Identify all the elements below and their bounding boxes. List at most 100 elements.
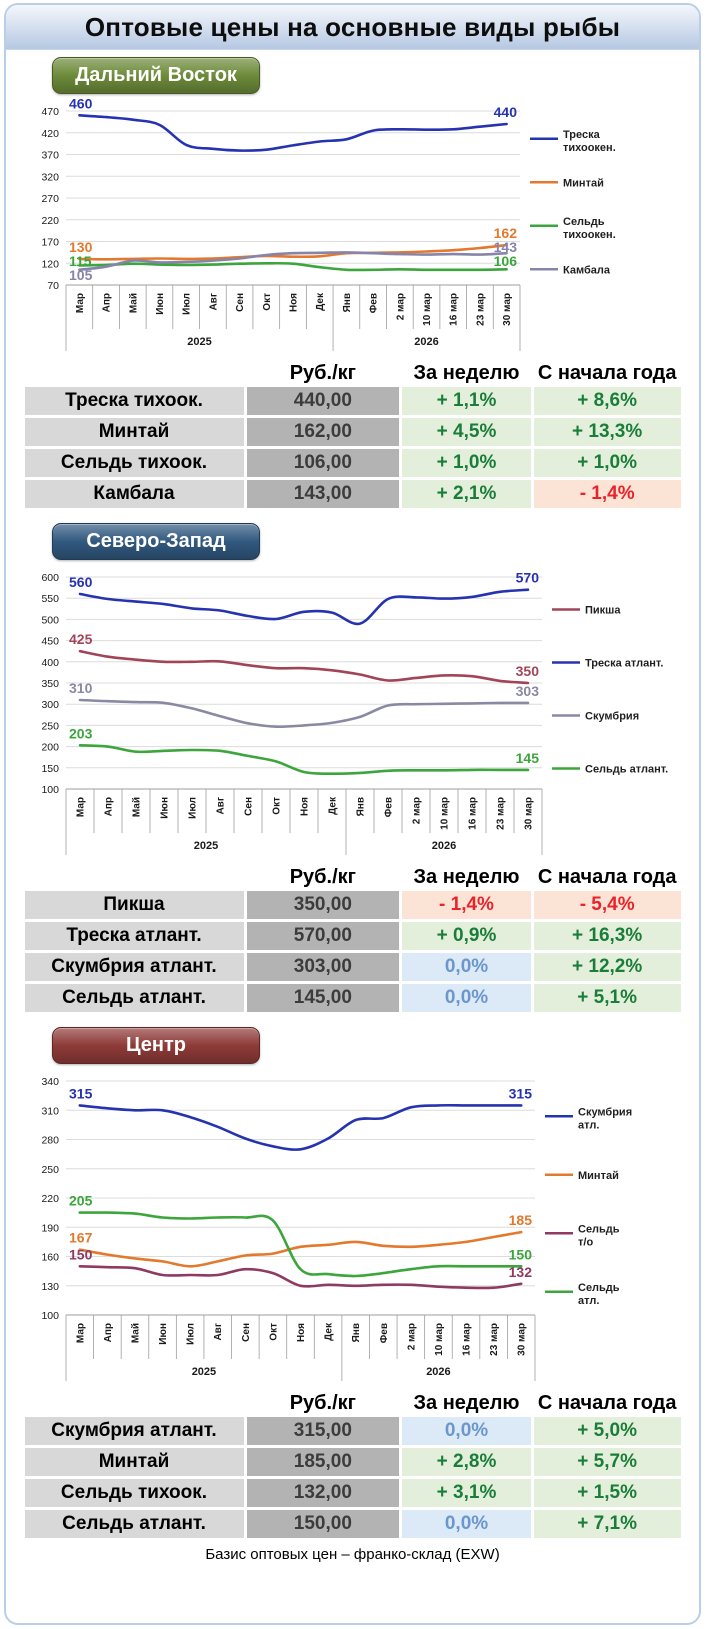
col-header-price: Руб./кг (289, 362, 356, 384)
legend-label: атл. (578, 1295, 599, 1307)
name-cell: Камбала (24, 480, 244, 508)
year-cell: + 5,0% (533, 1417, 681, 1445)
table-row: Пикша 350,00- 1,4% - 5,4% (24, 891, 681, 919)
week-cell: 0,0% (402, 1417, 531, 1445)
price-cell: 570,00 (246, 922, 400, 950)
region-section-0: Дальний Восток 70 120 170 220 270 320 370 420 470… (6, 50, 699, 511)
x-tick-label: Июн (158, 1323, 169, 1345)
legend-label: Пикша (585, 605, 621, 617)
series-end-value: 162 (494, 225, 518, 241)
x-tick-label: Июн (155, 293, 166, 315)
series-line-Сельдь тихоокен. (78, 261, 508, 272)
x-tick-label: Сен (241, 1323, 252, 1342)
y-tick-label: 310 (41, 1105, 59, 1117)
week-cell: 0,0% (402, 984, 531, 1012)
year-cell: + 7,1% (533, 1510, 681, 1538)
col-header-empty (25, 867, 244, 888)
col-header-empty (25, 363, 244, 384)
year-cell: + 1,5% (533, 1479, 681, 1507)
x-tick-label: Июл (186, 1323, 197, 1345)
y-tick-label: 160 (41, 1252, 59, 1264)
y-tick-label: 170 (41, 237, 59, 249)
legend-label: т/о (578, 1236, 593, 1248)
year-cell: + 5,7% (533, 1448, 681, 1476)
y-tick-label: 150 (41, 763, 59, 775)
col-header-empty (25, 1393, 244, 1414)
x-tick-label: 16 мар (468, 797, 479, 830)
page-header: Оптовые цены на основные виды рыбы (6, 5, 699, 50)
x-tick-label: Дек (324, 1322, 335, 1341)
table-row: Скумбрия атлант. 315,00 0,0% + 5,0% (24, 1417, 681, 1445)
x-tick-label: 30 мар (517, 1323, 528, 1356)
x-tick-label: Янв (351, 1323, 362, 1342)
y-tick-label: 450 (41, 636, 59, 648)
table-row: Треска атлант. 570,00 + 0,9% + 16,3% (24, 922, 681, 950)
legend-label: тихоокен. (563, 229, 616, 241)
name-cell: Сельдь атлант. (24, 984, 244, 1012)
table-row: Минтай 162,00 + 4,5% + 13,3% (24, 418, 681, 446)
y-tick-label: 420 (41, 128, 59, 140)
x-tick-label: Июн (160, 797, 171, 819)
series-end-value: 150 (509, 1246, 533, 1262)
x-tick-label: 30 мар (524, 797, 535, 830)
x-tick-label: Фев (379, 1323, 390, 1343)
x-tick-label: 2 мар (395, 293, 406, 320)
series-line-Минтай (78, 1230, 523, 1268)
series-start-value: 150 (69, 1246, 93, 1262)
table-row: Сельдь тихоок. 106,00 + 1,0% + 1,0% (24, 449, 681, 477)
price-cell: 185,00 (246, 1448, 400, 1476)
region-section-2: Центр 100 130 160 190 220 250 280 310 340 Мар Апр Ма… (6, 1020, 699, 1541)
x-tick-label: 16 мар (462, 1323, 473, 1356)
y-tick-label: 250 (41, 720, 59, 732)
series-line-Сельдь т/о (78, 1265, 523, 1290)
col-header-year: С начала года (537, 362, 677, 384)
series-end-value: 185 (509, 1212, 533, 1228)
col-header-week: За неделю (413, 1392, 520, 1414)
table-row: Скумбрия атлант. 303,00 0,0% + 12,2% (24, 953, 681, 981)
legend-label: Минтай (563, 177, 604, 189)
x-tick-label: 10 мар (440, 797, 451, 830)
year-group-label: 2026 (426, 1366, 450, 1378)
y-tick-label: 280 (41, 1135, 59, 1147)
y-tick-label: 400 (41, 657, 59, 669)
legend-label: Сельдь атлант. (585, 764, 668, 776)
x-tick-label: 2 мар (406, 1323, 417, 1350)
series-start-value: 167 (69, 1230, 93, 1246)
name-cell: Минтай (24, 1448, 244, 1476)
series-start-value: 425 (69, 631, 93, 647)
name-cell: Сельдь тихоок. (24, 449, 244, 477)
y-tick-label: 500 (41, 614, 59, 626)
name-cell: Треска атлант. (24, 922, 244, 950)
x-tick-label: Апр (104, 797, 115, 816)
series-end-value: 350 (516, 663, 540, 679)
price-cell: 315,00 (246, 1417, 400, 1445)
x-tick-label: 23 мар (489, 1323, 500, 1356)
y-tick-label: 370 (41, 150, 59, 162)
series-line-Скумбрия (78, 698, 530, 729)
y-tick-label: 200 (41, 742, 59, 754)
x-tick-label: 30 мар (502, 293, 513, 326)
col-header-price: Руб./кг (289, 1392, 356, 1414)
name-cell: Пикша (24, 891, 244, 919)
price-cell: 162,00 (246, 418, 400, 446)
year-group-label: 2025 (194, 840, 218, 852)
series-start-value: 310 (69, 680, 93, 696)
x-tick-label: Май (132, 797, 143, 817)
series-end-value: 106 (494, 253, 518, 269)
year-cell: + 12,2% (533, 953, 681, 981)
x-tick-label: Апр (102, 293, 113, 312)
x-tick-label: Ноя (300, 797, 311, 816)
price-table-0: Руб./кг За неделю С начала года Треска тихо… (22, 360, 684, 511)
series-line-Скумбрия атл. (78, 1103, 523, 1151)
name-cell: Треска тихоок. (24, 387, 244, 415)
y-tick-label: 130 (41, 1281, 59, 1293)
series-start-value: 560 (69, 574, 93, 590)
col-header-year: С начала года (537, 866, 677, 888)
year-group-label: 2026 (432, 840, 456, 852)
year-cell: + 5,1% (533, 984, 681, 1012)
series-end-value: 315 (509, 1085, 533, 1101)
y-tick-label: 100 (41, 1310, 59, 1322)
y-tick-label: 70 (47, 280, 59, 292)
y-tick-label: 340 (41, 1076, 59, 1088)
